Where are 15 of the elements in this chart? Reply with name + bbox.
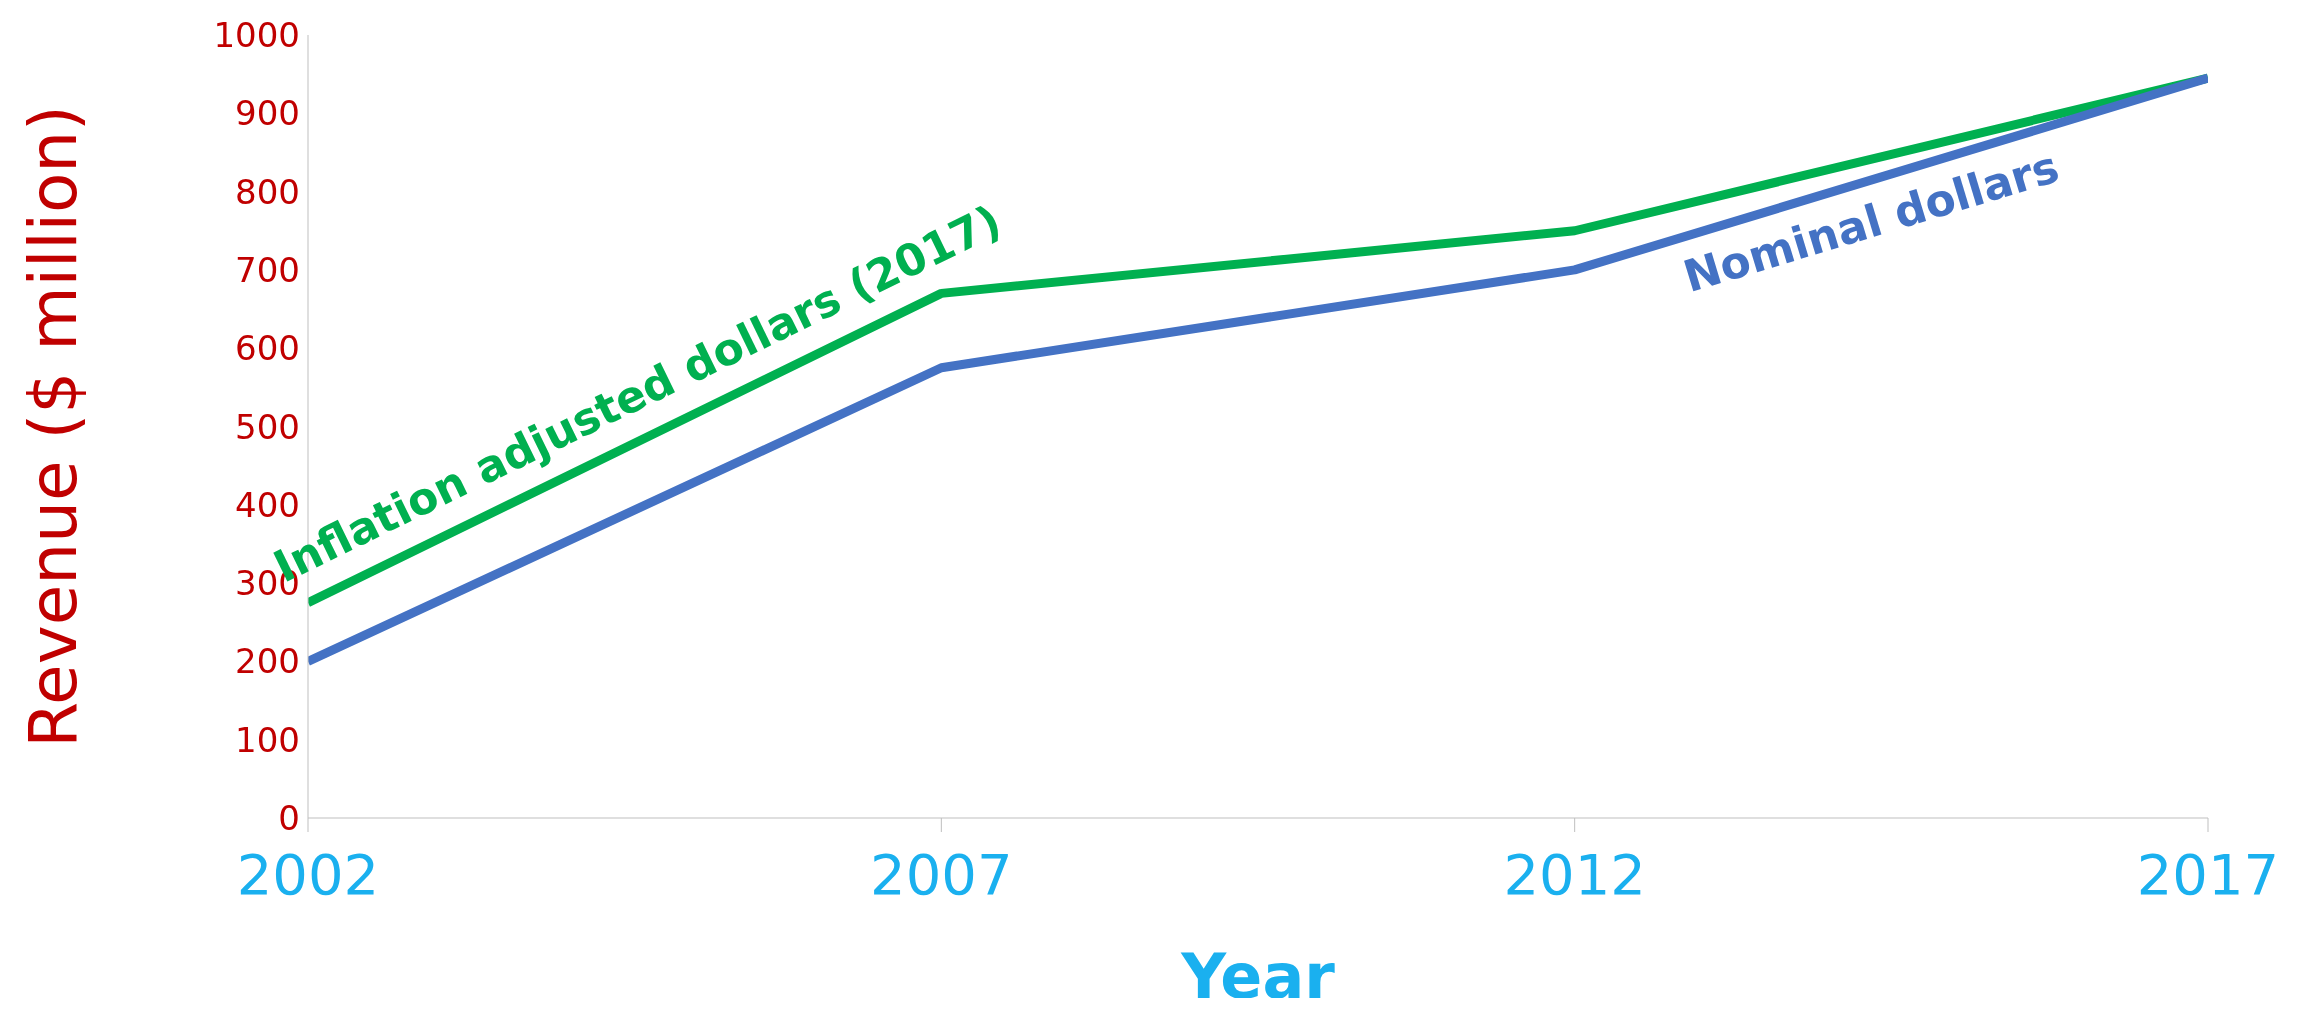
x-tick-label: 2007: [870, 841, 1013, 907]
y-tick-label: 700: [235, 249, 300, 290]
y-tick-label: 600: [235, 328, 300, 369]
y-tick-label: 1000: [213, 15, 300, 56]
x-tick-label: 2012: [1503, 841, 1646, 907]
x-tick-label: 2017: [2136, 841, 2280, 907]
y-tick-label: 100: [235, 719, 300, 760]
y-tick-label: 900: [235, 93, 300, 134]
y-tick-label: 500: [235, 406, 300, 447]
y-axis-title: Revenue ($ million): [15, 105, 93, 748]
y-tick-label: 200: [235, 641, 300, 682]
y-tick-label: 0: [278, 798, 300, 839]
x-tick-label: 2002: [236, 841, 380, 907]
y-tick-label: 800: [235, 171, 300, 212]
x-axis-title: Year: [1180, 940, 1336, 1013]
